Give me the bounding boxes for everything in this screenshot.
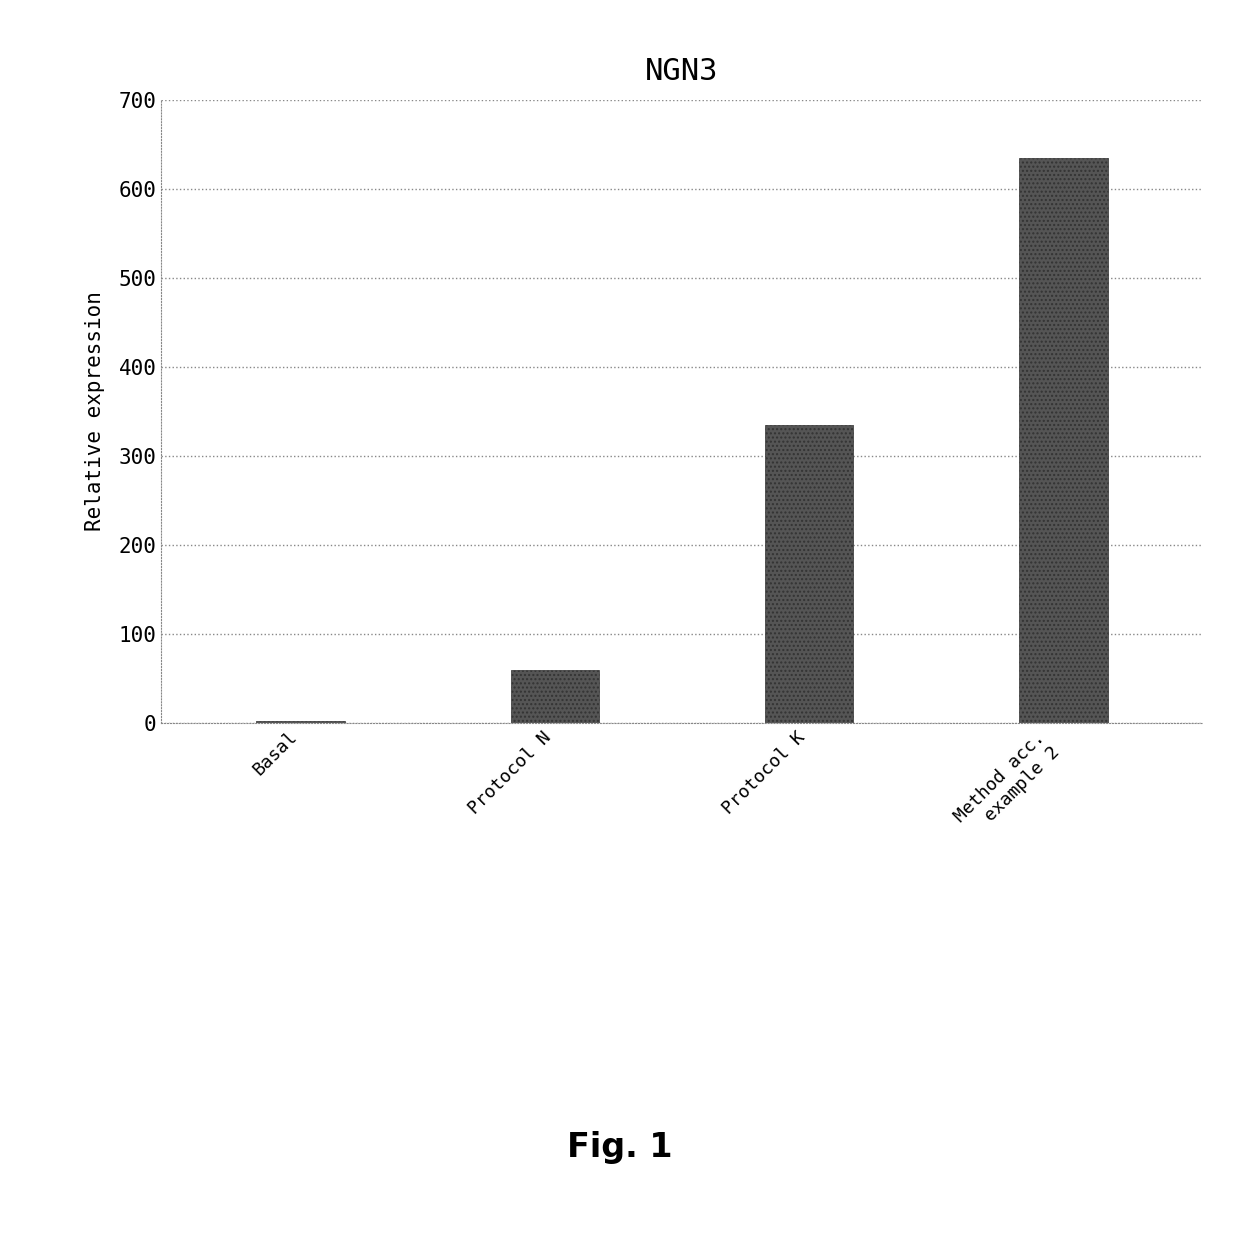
Bar xyxy=(1018,157,1107,723)
Bar xyxy=(511,670,599,723)
Title: NGN3: NGN3 xyxy=(645,57,719,86)
Bar xyxy=(765,425,853,723)
Text: Fig. 1: Fig. 1 xyxy=(567,1131,673,1163)
Bar xyxy=(257,722,346,723)
Y-axis label: Relative expression: Relative expression xyxy=(84,292,104,531)
